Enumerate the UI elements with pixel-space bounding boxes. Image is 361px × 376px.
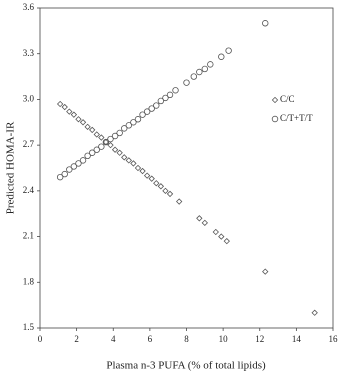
legend-label: C/C — [280, 94, 295, 104]
diamond-point — [125, 157, 132, 164]
circle-point — [162, 94, 169, 102]
diamond-point — [139, 167, 146, 175]
circle-point — [134, 116, 142, 123]
diamond-point — [153, 180, 160, 187]
circle-point — [70, 163, 78, 170]
y-tick-label: 3.3 — [23, 48, 35, 58]
circle-point — [130, 119, 137, 126]
circle-point — [201, 65, 209, 73]
y-tick-label: 1.8 — [23, 276, 35, 286]
x-tick-label: 16 — [329, 334, 339, 344]
y-tick-label: 2.7 — [23, 139, 35, 149]
x-tick-label: 0 — [38, 334, 43, 344]
circle-point — [157, 97, 165, 105]
circle-point — [102, 138, 110, 146]
diamond-point — [107, 141, 114, 149]
diamond-point — [143, 172, 151, 179]
y-tick-label: 3.6 — [23, 2, 35, 12]
plot-frame — [39, 7, 334, 329]
circle-point — [225, 47, 232, 54]
diamond-point — [56, 100, 64, 108]
circle-point — [218, 53, 225, 60]
circle-point — [125, 122, 133, 129]
diamond-point — [130, 160, 137, 167]
diamond-point — [70, 111, 78, 118]
circle-point — [153, 102, 160, 109]
circle-point — [116, 129, 123, 137]
circle-point — [61, 170, 68, 178]
diamond-point — [89, 126, 96, 134]
circle-point — [139, 111, 146, 118]
diamond-point — [61, 103, 68, 111]
circle-point — [183, 79, 190, 86]
circle-point — [143, 108, 151, 115]
diamond-point — [212, 228, 219, 236]
legend-label: C/T+T/T — [280, 113, 313, 123]
circle-point — [172, 87, 179, 94]
circle-point — [75, 160, 82, 167]
circle-point — [111, 132, 119, 140]
x-tick-label: 10 — [219, 334, 229, 344]
diamond-point — [134, 164, 142, 172]
diamond-point — [262, 268, 269, 275]
circle-point — [84, 152, 91, 160]
diamond-point — [121, 154, 128, 161]
x-tick-label: 12 — [255, 334, 264, 344]
diamond-point — [84, 123, 91, 131]
diamond-point — [93, 131, 100, 138]
diamond-point — [311, 309, 318, 316]
legend-marker — [271, 96, 279, 104]
y-tick-label: 3.0 — [23, 93, 35, 103]
x-axis-title: Plasma n-3 PUFA (% of total lipids) — [106, 360, 266, 372]
circle-point — [207, 61, 214, 68]
x-tick-label: 6 — [148, 334, 153, 344]
diamond-point — [166, 190, 174, 198]
diamond-point — [176, 198, 183, 205]
diamond-point — [218, 233, 225, 240]
diamond-point — [116, 149, 123, 156]
x-tick-label: 2 — [74, 334, 79, 344]
circle-point — [79, 157, 87, 164]
diamond-point — [148, 175, 155, 182]
circle-point — [121, 125, 128, 132]
diamond-point — [66, 108, 73, 115]
x-tick-label: 14 — [292, 334, 302, 344]
x-tick-label: 4 — [111, 334, 116, 344]
diamond-point — [162, 187, 169, 195]
diamond-point — [79, 119, 87, 126]
circle-point — [56, 173, 64, 181]
circle-point — [166, 91, 174, 99]
circle-point — [262, 20, 269, 27]
circle-point — [148, 105, 155, 112]
circle-point — [66, 166, 73, 173]
circle-point — [88, 149, 96, 156]
diamond-point — [157, 183, 165, 190]
y-tick-label: 2.1 — [23, 231, 34, 241]
circle-point — [98, 143, 105, 150]
x-tick-label: 8 — [184, 334, 189, 344]
y-tick-label: 1.5 — [23, 322, 35, 332]
diamond-point — [223, 237, 230, 245]
y-axis-title: Predicted HOMA-IR — [5, 121, 17, 214]
diamond-point — [196, 215, 203, 222]
diamond-point — [98, 134, 105, 141]
circle-point — [190, 73, 198, 80]
legend-marker — [271, 115, 279, 123]
circle-point — [196, 68, 203, 76]
circle-point — [107, 135, 114, 143]
y-tick-label: 2.4 — [23, 185, 35, 195]
diamond-point — [201, 219, 208, 227]
circle-point — [93, 146, 100, 153]
diamond-point — [111, 146, 119, 153]
diamond-point — [75, 116, 82, 123]
